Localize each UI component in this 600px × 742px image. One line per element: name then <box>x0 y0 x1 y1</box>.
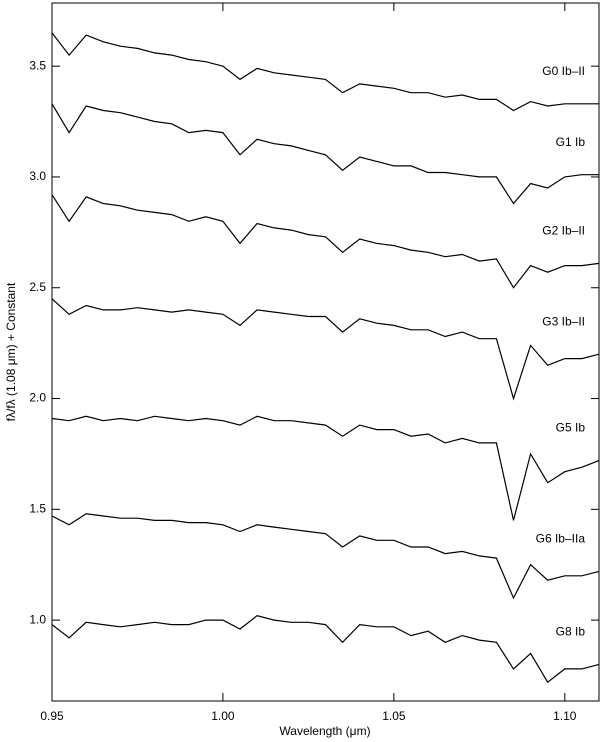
y-tick-label: 2.0 <box>29 391 46 405</box>
spectrum-line <box>51 415 600 521</box>
spectrum-line <box>51 194 600 289</box>
series-label: G2 Ib–II <box>542 224 585 238</box>
y-tick-label: 1.0 <box>29 612 46 626</box>
y-axis-label: fλ/fλ (1.08 μm) + Constant <box>4 282 18 421</box>
x-tick-label: 0.95 <box>40 709 64 723</box>
series-label: G1 Ib <box>556 135 586 149</box>
y-tick-label: 1.5 <box>29 501 46 515</box>
series-label: G8 Ib <box>556 625 586 639</box>
y-tick-label: 3.0 <box>29 169 46 183</box>
x-axis-label: Wavelength (μm) <box>279 724 370 738</box>
y-tick-label: 3.5 <box>29 58 46 72</box>
spectrum-line <box>51 103 599 205</box>
series-label: G6 Ib–IIa <box>536 532 586 546</box>
x-tick-label: 1.05 <box>382 709 406 723</box>
x-tick-label: 1.10 <box>553 709 577 723</box>
series-label: G3 Ib–II <box>542 314 585 328</box>
series-label: G0 Ib–II <box>542 64 585 78</box>
series-label: G5 Ib <box>556 421 586 435</box>
spectrum-line <box>51 298 600 401</box>
plot-frame <box>51 2 600 702</box>
y-tick-label: 2.5 <box>29 280 46 294</box>
x-tick-label: 1.00 <box>211 709 235 723</box>
spectrum-line <box>51 32 599 112</box>
spectrum-line <box>51 615 600 684</box>
spectrum-line <box>51 513 600 600</box>
